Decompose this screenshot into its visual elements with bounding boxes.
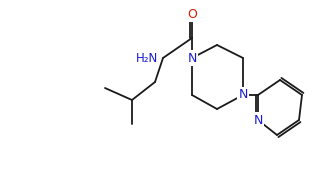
Text: H₂N: H₂N <box>136 52 158 65</box>
Text: N: N <box>238 88 248 101</box>
Text: N: N <box>253 113 263 126</box>
Text: N: N <box>187 52 197 65</box>
Text: O: O <box>187 7 197 20</box>
